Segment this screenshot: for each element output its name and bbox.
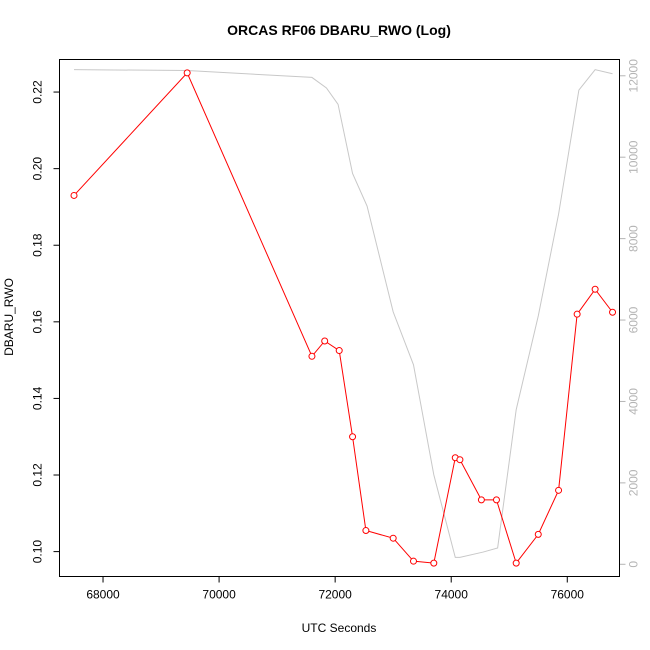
dbaru-data-point (555, 486, 563, 494)
dbaru-data-point (308, 352, 316, 360)
y2-tick-label: 6000 (627, 306, 641, 333)
dbaru-data-point (512, 559, 520, 567)
y-axis-label: DBARU_RWO (2, 278, 16, 356)
y2-tick-label: 10000 (627, 140, 641, 174)
dbaru-data-point (362, 527, 370, 535)
dbaru-data-point (430, 559, 438, 567)
dbaru-series-line (73, 72, 613, 565)
x-tick-label: 76000 (551, 588, 585, 602)
chart-title: ORCAS RF06 DBARU_RWO (Log) (227, 22, 451, 38)
x-tick-label: 70000 (202, 588, 236, 602)
dbaru-data-point (335, 347, 343, 355)
dbaru-data-point (591, 285, 599, 293)
series-layer (70, 69, 617, 567)
dbaru-data-point (534, 530, 542, 538)
dbaru-data-point (609, 308, 617, 316)
dbaru-data-point (456, 456, 464, 464)
plot-frame (59, 59, 620, 577)
y-tick-label: 0.12 (31, 463, 45, 487)
dbaru-data-point (477, 496, 485, 504)
y-tick-label: 0.18 (31, 233, 45, 257)
y-tick-label: 0.22 (31, 80, 45, 104)
dbaru-data-point (492, 496, 500, 504)
x-axis-label: UTC Seconds (302, 621, 377, 635)
y-tick-label: 0.10 (31, 540, 45, 564)
y2-tick-label: 8000 (627, 225, 641, 252)
y2-tick-label: 2000 (627, 469, 641, 496)
dbaru-data-point (321, 337, 329, 345)
y-tick-label: 0.16 (31, 310, 45, 334)
dbaru-data-point (573, 310, 581, 318)
dbaru-data-point (183, 69, 191, 77)
axes-layer: 68000 70000 72000 74000 76000 0.10 0.12 0.14 0.1… (31, 59, 641, 602)
y2-tick-label: 4000 (627, 388, 641, 415)
altitude-series-line (74, 69, 613, 558)
y-tick-label: 0.20 (31, 157, 45, 181)
x-tick-label: 74000 (435, 588, 469, 602)
dbaru-data-point (389, 534, 397, 542)
y2-tick-label: 0 (627, 561, 641, 568)
y-tick-label: 0.14 (31, 386, 45, 410)
y2-tick-label: 12000 (627, 59, 641, 93)
x-tick-label: 68000 (86, 588, 120, 602)
dbaru-data-point (409, 557, 417, 565)
dbaru-data-point (349, 433, 357, 441)
dbaru-data-point (70, 191, 78, 199)
x-tick-label: 72000 (318, 588, 352, 602)
